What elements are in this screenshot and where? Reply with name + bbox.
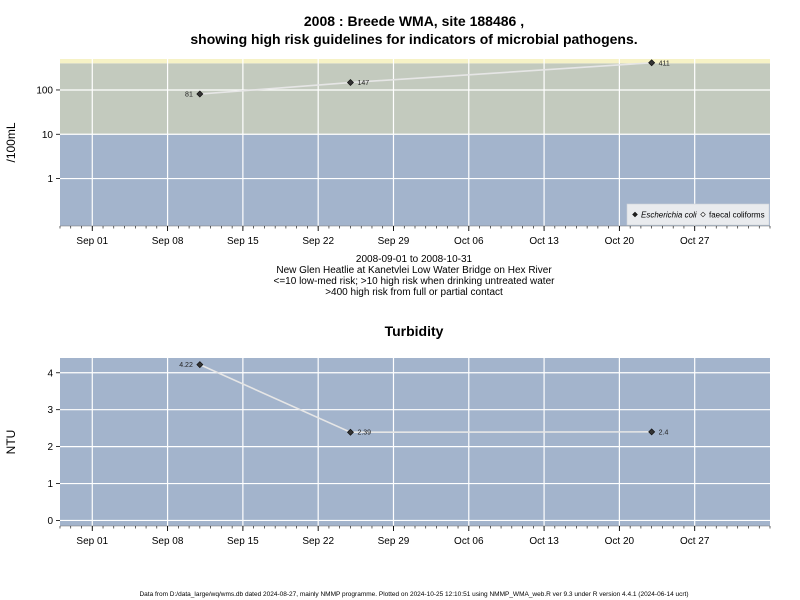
- chart2-data-label-2: 2.4: [659, 429, 669, 436]
- chart2-data-label-1: 2.39: [357, 430, 371, 437]
- chart1-band-2: [60, 59, 770, 64]
- chart1-data-label-0: 81: [185, 92, 193, 99]
- chart2-point-1: [346, 428, 354, 436]
- chart1-xtick-label-3: Sep 22: [302, 236, 334, 247]
- chart2-ytick-label-2: 2: [47, 442, 53, 453]
- chart2-point-2: [648, 428, 656, 436]
- chart2-xtick-label-8: Oct 27: [680, 536, 710, 547]
- chart1-xtick-label-5: Oct 06: [454, 236, 484, 247]
- chart1-xtick-label-7: Oct 20: [605, 236, 635, 247]
- chart1-data-label-2: 411: [659, 60, 670, 67]
- chart1-plot: 1 10 100 Sep 01 Sep 08 Sep 15 Sep 22 Sep 29 Oct …: [4, 59, 771, 247]
- chart1-legend-label-1: faecal coliforms: [709, 211, 765, 220]
- chart1-xtick-label-1: Sep 08: [152, 236, 184, 247]
- chart2-ytick-label-4: 4: [47, 368, 53, 379]
- chart1-data-label-1: 147: [357, 80, 369, 87]
- chart1-caption-line4: >400 high risk from full or partial cont…: [325, 287, 503, 298]
- chart1-caption-line1: 2008-09-01 to 2008-10-31: [356, 254, 473, 265]
- chart2-xtick-label-6: Oct 13: [529, 536, 559, 547]
- chart1-xtick-label-2: Sep 15: [227, 236, 259, 247]
- chart1-xtick-label-8: Oct 27: [680, 236, 710, 247]
- chart2-xtick-label-2: Sep 15: [227, 536, 259, 547]
- chart2-plot: 0 1 2 3 4 Sep 01 Sep 08 Sep 15 Sep 22 Sep 29 Oct 0…: [4, 358, 771, 547]
- chart1-point-1: [346, 79, 354, 87]
- chart1-legend-label-0: Escherichia coli: [641, 211, 697, 220]
- chart2-xtick-label-0: Sep 01: [76, 536, 108, 547]
- chart1-caption-line3: <=10 low-med risk; >10 high risk when dr…: [274, 276, 556, 287]
- chart1-xtick-label-0: Sep 01: [76, 236, 108, 247]
- chart2-ytick-label-0: 0: [47, 516, 53, 527]
- chart2-y-axis-label: NTU: [4, 430, 18, 455]
- chart2-title: Turbidity: [385, 323, 444, 339]
- chart1-title-line1: 2008 : Breede WMA, site 188486 ,: [304, 13, 524, 29]
- chart2-xtick-label-5: Oct 06: [454, 536, 484, 547]
- chart2-xtick-label-7: Oct 20: [605, 536, 635, 547]
- chart1-xtick-label-6: Oct 13: [529, 236, 559, 247]
- chart1-ytick-label-1: 10: [42, 130, 54, 141]
- chart2-ytick-label-3: 3: [47, 405, 53, 416]
- chart1-ytick-label-0: 1: [47, 174, 53, 185]
- chart2-xtick-label-4: Sep 29: [378, 536, 410, 547]
- chart1-legend-marker-0: [632, 211, 638, 218]
- chart1-xtick-label-4: Sep 29: [378, 236, 410, 247]
- chart2-xtick-label-1: Sep 08: [152, 536, 184, 547]
- chart2-xtick-label-3: Sep 22: [302, 536, 334, 547]
- chart1-y-axis-label: /100mL: [4, 122, 18, 162]
- chart1-caption-line2: New Glen Heatlie at Kanetvlei Low Water …: [276, 265, 552, 276]
- chart1-legend: [626, 203, 770, 226]
- chart2-data-label-0: 4.22: [179, 362, 193, 369]
- chart2-ytick-label-1: 1: [47, 479, 53, 490]
- chart2-background: [60, 358, 770, 526]
- chart1-ytick-label-2: 100: [36, 85, 53, 96]
- chart1-point-2: [648, 59, 656, 67]
- chart1-legend-marker-1: [700, 211, 706, 218]
- footer-note: Data from D:/data_large/wq/wms.db dated …: [139, 591, 688, 598]
- chart1-band-1: [60, 63, 770, 135]
- chart1-title-line2: showing high risk guidelines for indicat…: [190, 31, 637, 47]
- chart2-point-0: [196, 361, 204, 369]
- chart1-point-0: [196, 90, 204, 98]
